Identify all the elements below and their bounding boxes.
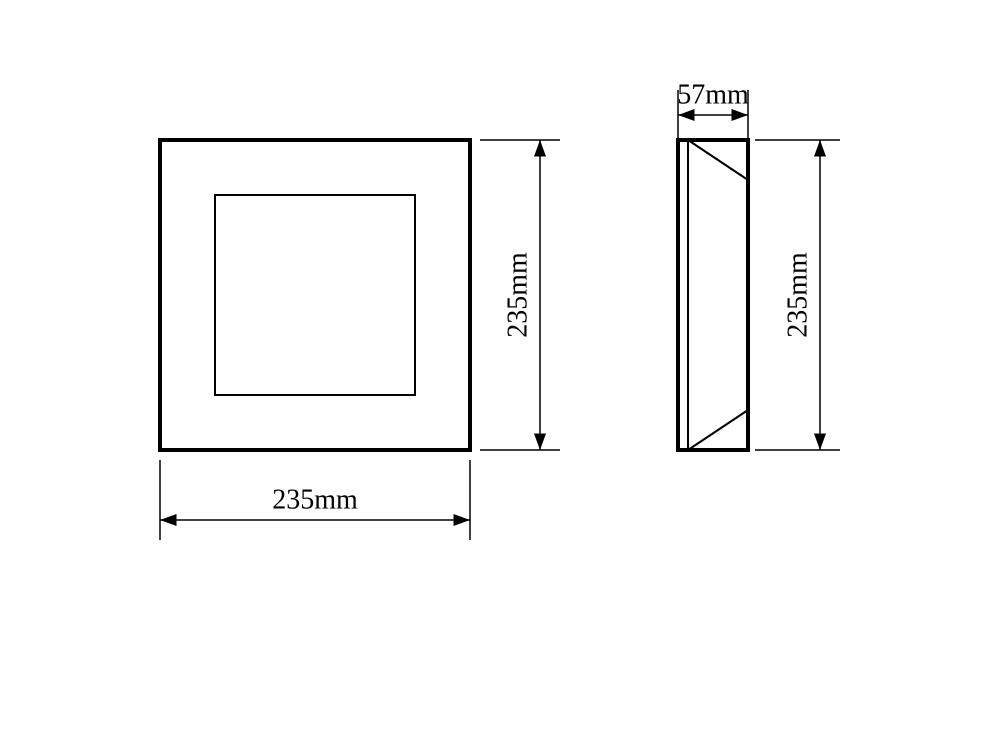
- svg-text:235mm: 235mm: [272, 484, 358, 515]
- svg-text:235mm: 235mm: [782, 252, 813, 338]
- svg-text:235mm: 235mm: [502, 252, 533, 338]
- technical-drawing: 235mm 235mm 57mm 235mm: [0, 0, 1000, 748]
- svg-text:57mm: 57mm: [677, 79, 749, 110]
